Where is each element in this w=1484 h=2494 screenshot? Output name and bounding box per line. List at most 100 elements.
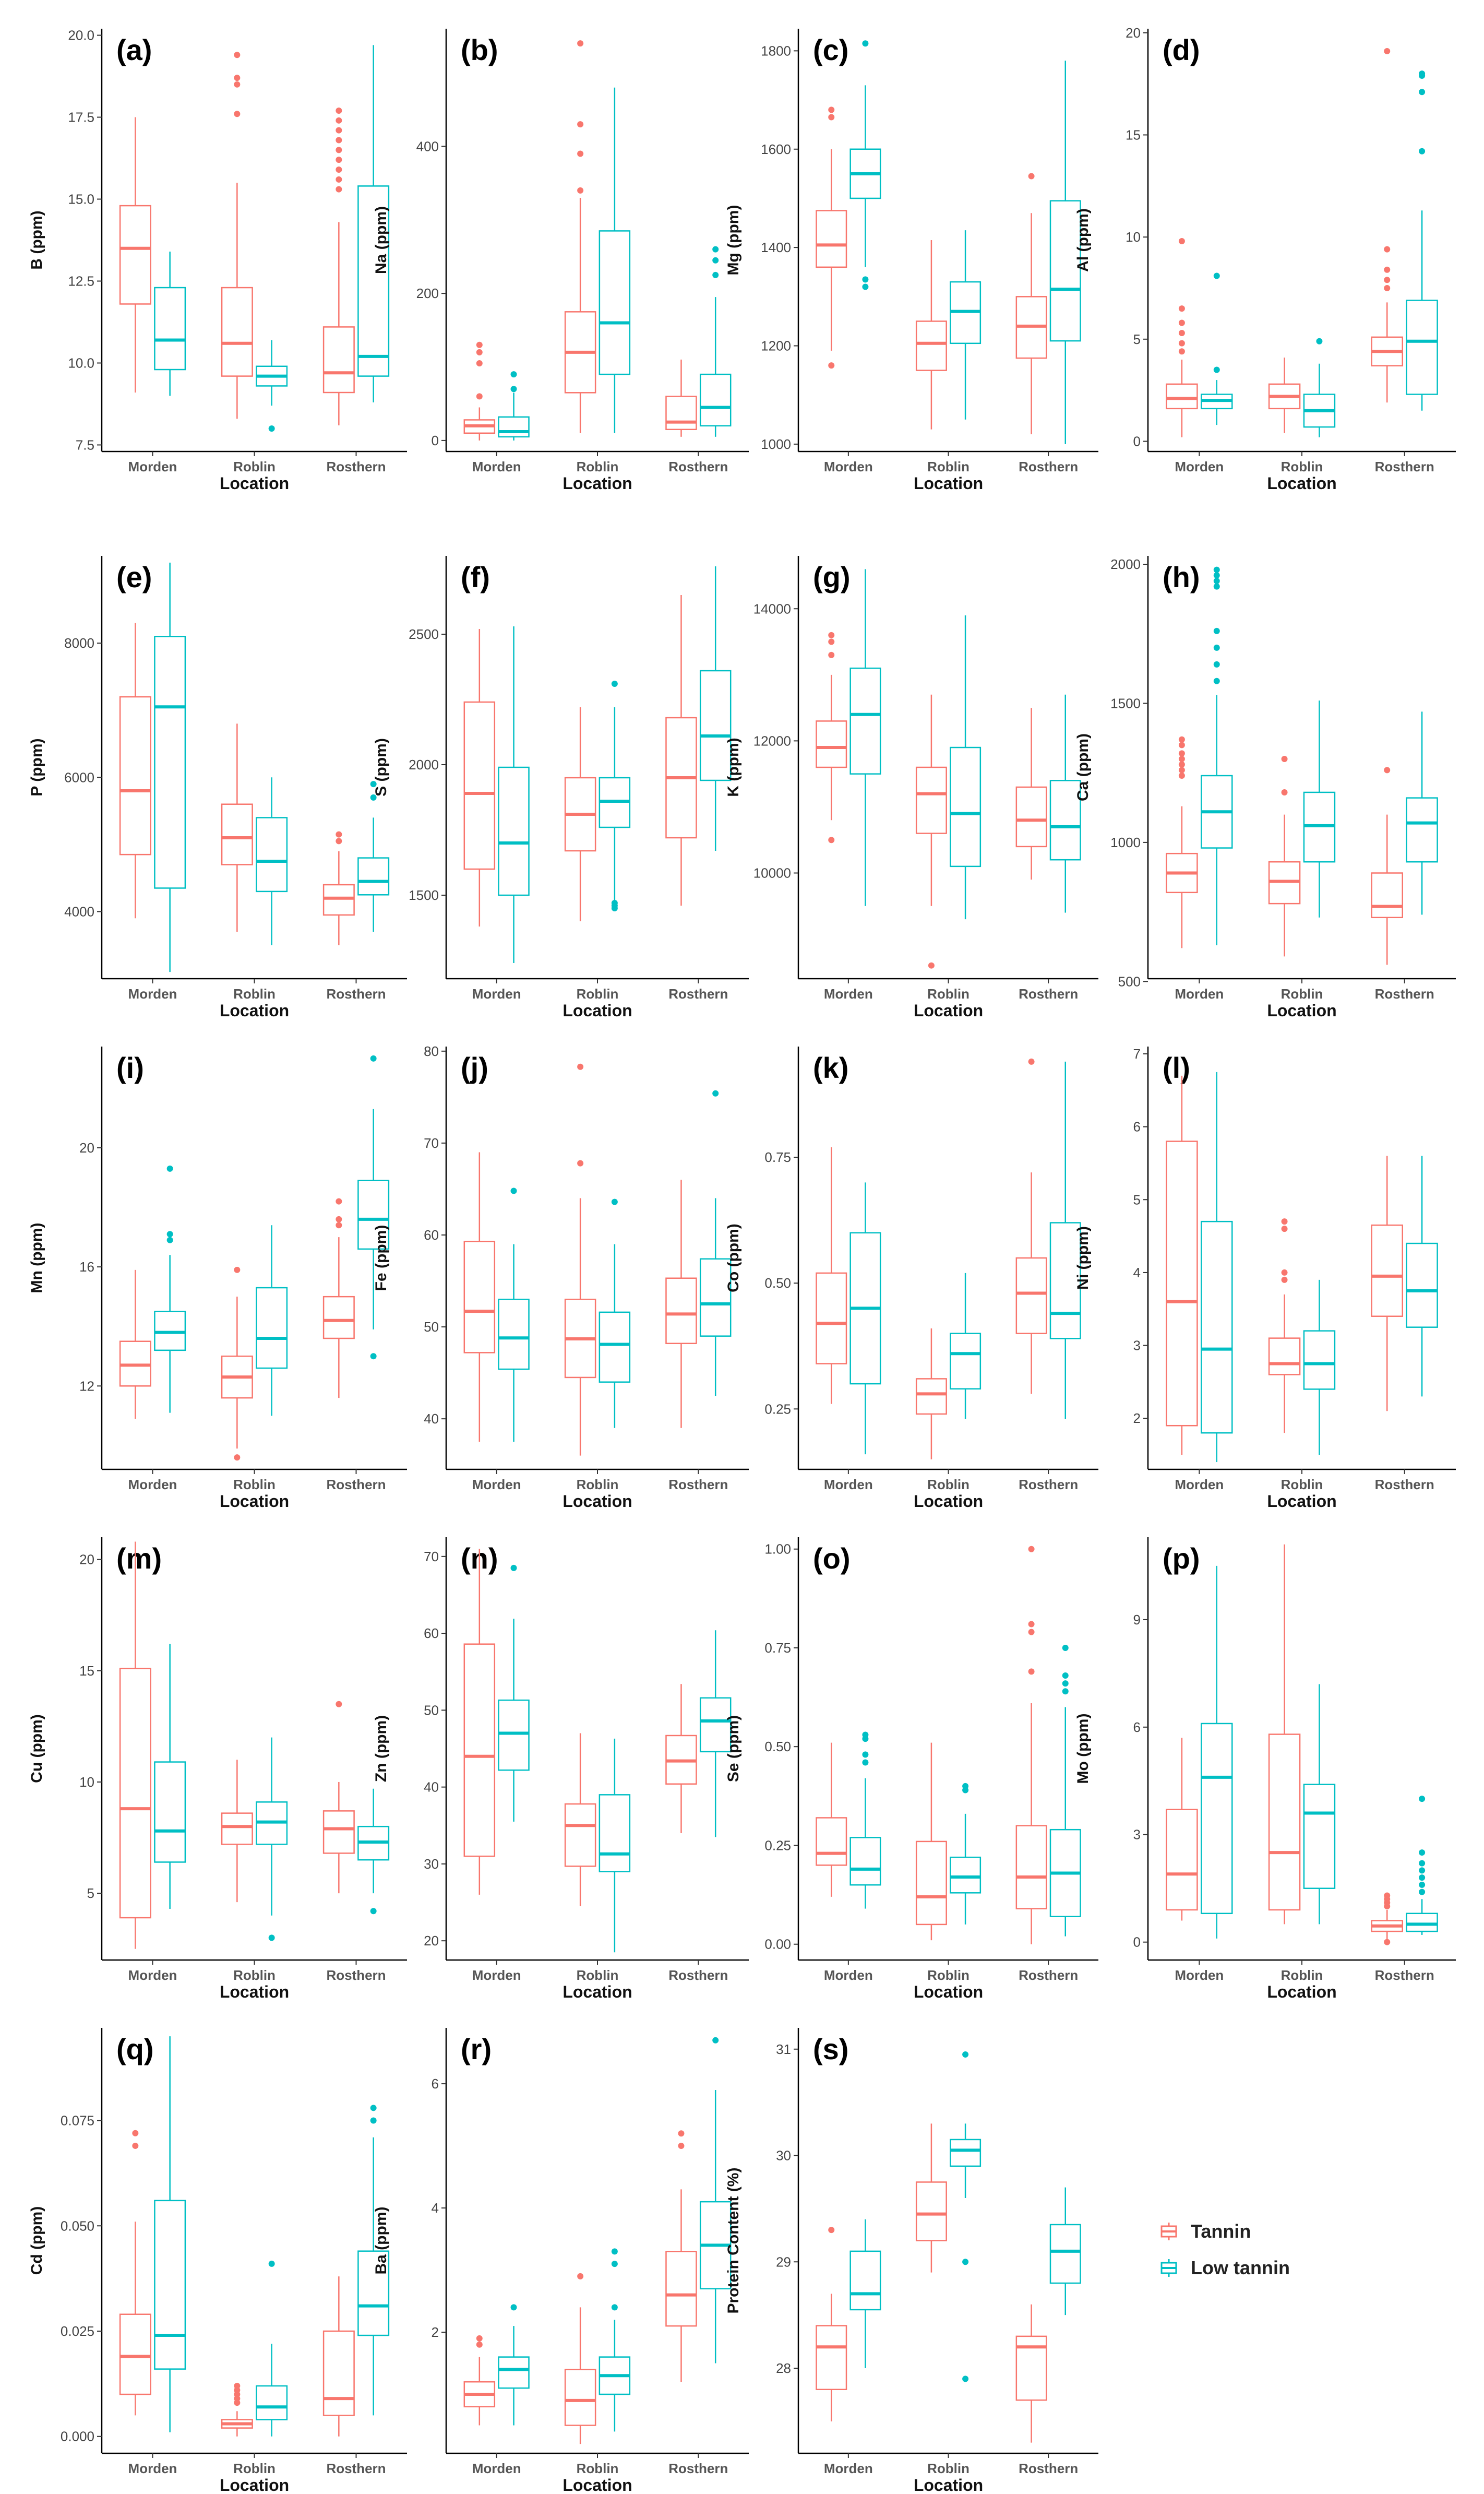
outlier-point (1384, 246, 1391, 253)
y-axis-title: Mo (ppm) (1074, 1714, 1092, 1784)
outlier-point (476, 2341, 483, 2348)
outlier-point (1178, 340, 1185, 347)
box-low-tannin-roblin (599, 1738, 631, 1953)
x-tick-label: Rosthern (1019, 459, 1078, 474)
outlier-point (712, 1090, 719, 1097)
panel-label: (c) (813, 33, 848, 66)
panel-label: (m) (116, 1542, 162, 1575)
outlier-point (1213, 644, 1220, 651)
outlier-point (268, 425, 275, 432)
panel-i: 12 16 20 Morden Roblin Rosthern Location Mn (pp… (28, 1047, 407, 1511)
y-tick-label: 30 (776, 2148, 791, 2164)
box-low-tannin-roblin (950, 230, 982, 420)
box-tannin-rosthern (1371, 1892, 1403, 1945)
box-tannin-roblin (915, 2123, 947, 2273)
box-tannin-roblin (915, 1742, 947, 1941)
outlier-point (1213, 678, 1220, 684)
x-tick-label: Rosthern (326, 1967, 386, 1983)
x-axis-title: Location (563, 1982, 632, 2001)
box-tannin-roblin (564, 1063, 596, 1456)
y-axis-title: Mg (ppm) (725, 205, 742, 276)
box-iqr (915, 766, 947, 834)
outlier-point (166, 1165, 173, 1172)
y-tick-label: 4 (432, 2200, 439, 2216)
box-iqr (816, 2325, 847, 2390)
outlier-point (577, 2273, 584, 2279)
box-low-tannin-roblin (950, 2051, 982, 2382)
y-tick-label: 3 (1133, 1338, 1141, 1353)
x-tick-label: Morden (128, 986, 177, 1002)
y-tick-label: 1500 (409, 887, 439, 903)
panel-b: 0 200 400 Morden Roblin Rosthern Location Na (p… (373, 29, 749, 493)
x-tick-label: Roblin (577, 986, 619, 1002)
outlier-point (510, 1187, 517, 1194)
outlier-point (1281, 1269, 1288, 1276)
outlier-point (336, 831, 342, 838)
outlier-point (476, 2335, 483, 2342)
outlier-point (862, 1731, 869, 1738)
box-low-tannin-rosthern (1049, 61, 1081, 444)
x-tick-label: Morden (472, 459, 521, 474)
box-iqr (564, 2369, 596, 2426)
box-iqr (357, 185, 390, 377)
y-tick-label: 14000 (753, 601, 791, 616)
box-low-tannin-morden (498, 371, 530, 441)
outlier-point (611, 2261, 618, 2267)
panel-o: 0.00 0.25 0.50 0.75 1.00 Morden Roblin Rosthern… (725, 1537, 1098, 2001)
panel-a: 7.5 10.0 12.5 15.0 17.5 20.0 Morden Roblin Rosth… (28, 28, 407, 493)
box-tannin-roblin (1268, 1218, 1301, 1433)
y-tick-label: 20 (424, 1933, 439, 1949)
outlier-point (1281, 1276, 1288, 1283)
box-low-tannin-rosthern (357, 1055, 390, 1360)
box-iqr (950, 746, 982, 868)
outlier-point (1419, 148, 1426, 155)
outlier-point (1213, 583, 1220, 590)
box-low-tannin-rosthern (1406, 1156, 1438, 1397)
panel-label: (h) (1163, 561, 1200, 593)
y-axis-title: Protein Content (%) (725, 2168, 742, 2314)
x-tick-label: Rosthern (1375, 986, 1434, 1002)
y-axis-title: Al (ppm) (1074, 208, 1092, 272)
box-tannin-morden (816, 1147, 847, 1404)
x-tick-label: Rosthern (1375, 459, 1434, 474)
box-iqr (1303, 1784, 1336, 1889)
y-tick-label: 7 (1133, 1046, 1141, 1062)
y-tick-label: 6000 (64, 769, 94, 785)
outlier-point (1028, 1621, 1035, 1628)
panel-label: (d) (1163, 33, 1200, 66)
box-iqr (221, 1812, 253, 1845)
y-tick-label: 0.50 (764, 1739, 791, 1754)
panel-label: (b) (461, 33, 498, 66)
outlier-point (234, 1454, 241, 1461)
outlier-point (712, 246, 719, 253)
panel-r: 2 4 6 Morden Roblin Rosthern Location Ba (ppm) (… (373, 2028, 749, 2494)
outlier-point (234, 52, 241, 58)
outlier-point (962, 2259, 969, 2265)
box-low-tannin-roblin (950, 615, 982, 920)
y-tick-label: 3 (1133, 1827, 1141, 1843)
outlier-point (1178, 348, 1185, 355)
box-tannin-morden (816, 106, 847, 369)
box-low-tannin-morden (849, 40, 881, 290)
box-iqr (816, 1817, 847, 1866)
y-axis-title: Mn (ppm) (28, 1223, 45, 1293)
box-low-tannin-roblin (256, 1225, 288, 1416)
outlier-point (1028, 1629, 1035, 1635)
box-iqr (322, 1810, 355, 1854)
box-low-tannin-rosthern (699, 1090, 732, 1396)
y-axis-title: P (ppm) (28, 738, 45, 796)
outlier-point (828, 651, 835, 658)
y-tick-label: 7.5 (76, 437, 94, 453)
x-tick-label: Rosthern (668, 459, 728, 474)
y-tick-label: 12 (79, 1378, 94, 1394)
x-tick-label: Roblin (1281, 986, 1323, 1002)
box-iqr (599, 1794, 631, 1872)
outlier-point (1419, 1889, 1426, 1895)
x-tick-label: Roblin (1281, 459, 1323, 474)
box-tannin-morden (119, 2130, 151, 2416)
outlier-point (476, 349, 483, 355)
x-tick-label: Rosthern (326, 459, 386, 474)
box-tannin-rosthern (665, 1684, 697, 1833)
y-tick-label: 5 (1133, 331, 1141, 347)
panel-label: (e) (116, 561, 152, 593)
